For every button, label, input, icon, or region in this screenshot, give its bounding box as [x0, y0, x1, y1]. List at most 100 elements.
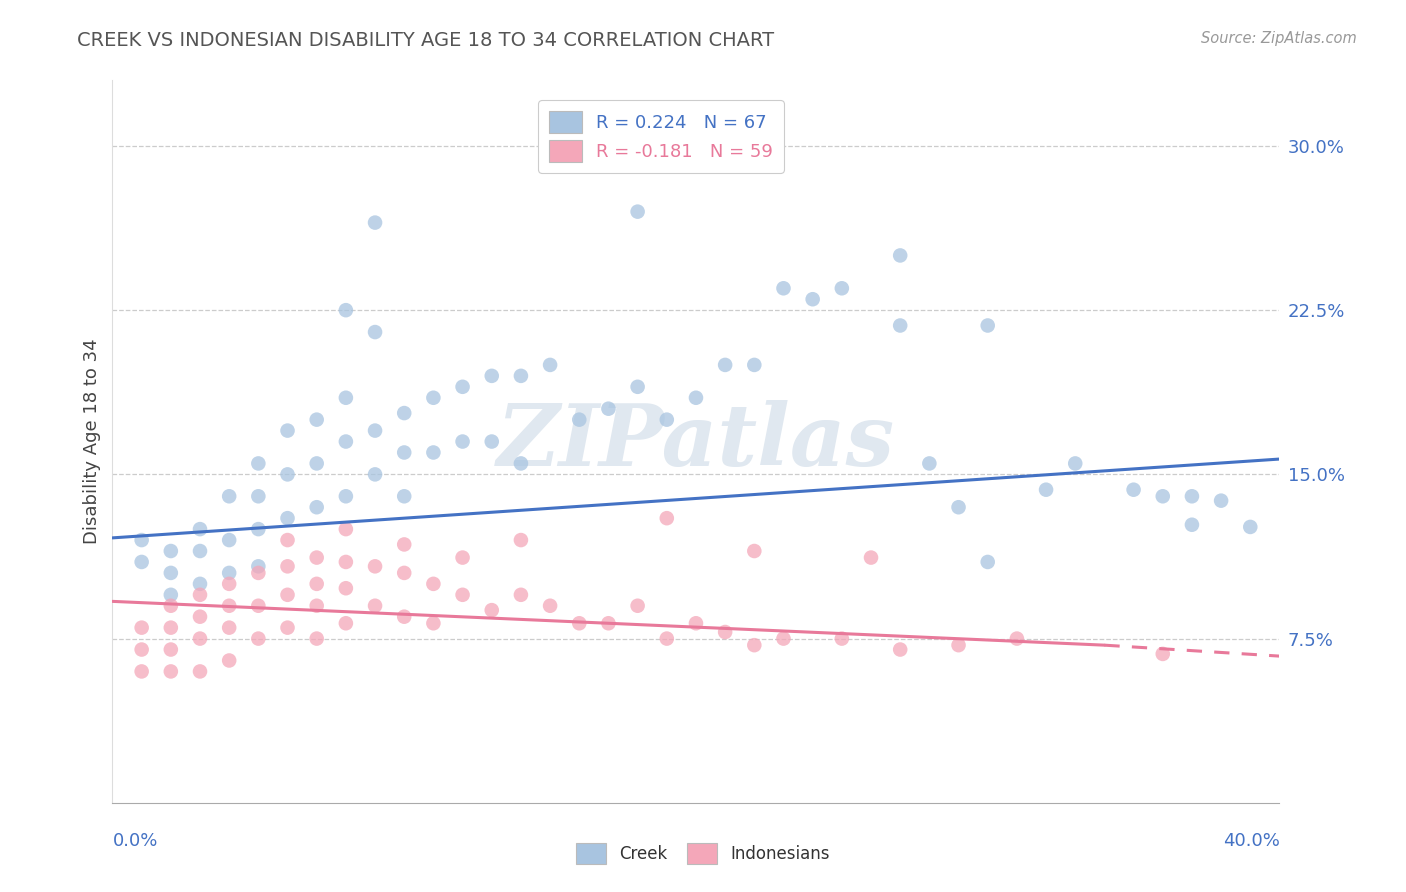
Point: [481, 434, 503, 449]
Point: [976, 318, 998, 333]
Point: [1005, 632, 1028, 646]
Point: [188, 632, 211, 646]
Text: 0.0%: 0.0%: [112, 831, 157, 850]
Point: [655, 511, 678, 525]
Point: [247, 632, 270, 646]
Point: [394, 566, 416, 580]
Point: [218, 566, 240, 580]
Point: [422, 391, 444, 405]
Point: [364, 424, 387, 438]
Point: [451, 550, 474, 565]
Point: [742, 544, 765, 558]
Point: [276, 559, 298, 574]
Point: [364, 467, 387, 482]
Point: [772, 281, 794, 295]
Point: [160, 588, 183, 602]
Point: [335, 391, 357, 405]
Point: [247, 566, 270, 580]
Point: [305, 599, 328, 613]
Point: [627, 204, 650, 219]
Point: [335, 303, 357, 318]
Point: [364, 325, 387, 339]
Point: [218, 621, 240, 635]
Point: [889, 318, 911, 333]
Point: [335, 555, 357, 569]
Point: [276, 533, 298, 547]
Point: [247, 599, 270, 613]
Point: [1181, 489, 1204, 503]
Point: [335, 581, 357, 595]
Point: [918, 457, 941, 471]
Point: [335, 616, 357, 631]
Point: [1181, 517, 1204, 532]
Point: [364, 559, 387, 574]
Point: [305, 550, 328, 565]
Point: [1122, 483, 1144, 497]
Point: [948, 500, 970, 515]
Point: [889, 248, 911, 262]
Point: [568, 150, 591, 164]
Point: [509, 588, 531, 602]
Point: [801, 292, 824, 306]
Point: [742, 638, 765, 652]
Point: [598, 401, 620, 416]
Point: [422, 577, 444, 591]
Point: [422, 445, 444, 459]
Point: [305, 500, 328, 515]
Point: [538, 599, 561, 613]
Point: [714, 358, 737, 372]
Point: [627, 380, 650, 394]
Point: [305, 412, 328, 426]
Point: [831, 281, 853, 295]
Point: [568, 412, 591, 426]
Point: [394, 445, 416, 459]
Point: [335, 434, 357, 449]
Point: [160, 599, 183, 613]
Point: [131, 642, 153, 657]
Point: [538, 358, 561, 372]
Point: [160, 665, 183, 679]
Point: [481, 603, 503, 617]
Point: [131, 621, 153, 635]
Point: [276, 467, 298, 482]
Point: [364, 599, 387, 613]
Point: [305, 577, 328, 591]
Text: 40.0%: 40.0%: [1223, 831, 1279, 850]
Point: [276, 588, 298, 602]
Point: [685, 391, 707, 405]
Point: [188, 609, 211, 624]
Point: [305, 457, 328, 471]
Point: [655, 412, 678, 426]
Point: [481, 368, 503, 383]
Point: [948, 638, 970, 652]
Point: [188, 588, 211, 602]
Point: [627, 599, 650, 613]
Point: [218, 577, 240, 591]
Point: [860, 550, 883, 565]
Point: [305, 632, 328, 646]
Point: [509, 457, 531, 471]
Point: [188, 544, 211, 558]
Point: [247, 559, 270, 574]
Text: CREEK VS INDONESIAN DISABILITY AGE 18 TO 34 CORRELATION CHART: CREEK VS INDONESIAN DISABILITY AGE 18 TO…: [77, 31, 775, 50]
Point: [188, 577, 211, 591]
Point: [451, 380, 474, 394]
Point: [160, 566, 183, 580]
Point: [218, 533, 240, 547]
Point: [131, 555, 153, 569]
Point: [685, 616, 707, 631]
Point: [247, 489, 270, 503]
Point: [714, 625, 737, 640]
Point: [276, 621, 298, 635]
Point: [131, 533, 153, 547]
Point: [1035, 483, 1057, 497]
Point: [509, 368, 531, 383]
Point: [394, 406, 416, 420]
Point: [188, 522, 211, 536]
Point: [131, 665, 153, 679]
Point: [335, 522, 357, 536]
Point: [247, 457, 270, 471]
Point: [451, 434, 474, 449]
Point: [160, 621, 183, 635]
Point: [160, 642, 183, 657]
